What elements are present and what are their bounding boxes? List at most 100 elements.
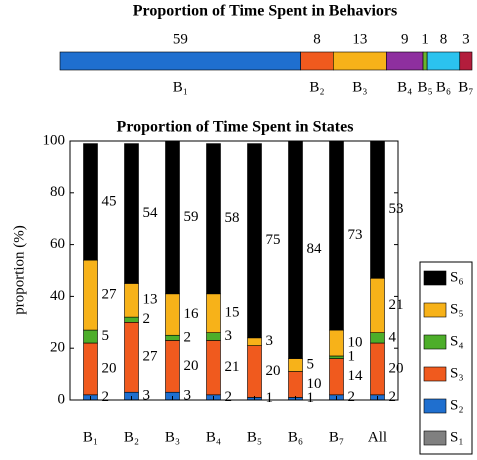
legend-label: S₁ (450, 429, 464, 445)
category-label: B₂ (309, 79, 324, 95)
category-label: B₃ (352, 79, 367, 95)
state-segment (165, 334, 180, 341)
value-label: 5 (307, 356, 315, 372)
x-tick-label: B₂ (124, 429, 139, 445)
states-title: Proportion of Time Spent in States (117, 119, 354, 136)
state-segment (247, 337, 262, 346)
value-label: 2 (143, 311, 151, 327)
y-tick-label: 40 (50, 288, 65, 304)
legend-swatch (423, 366, 447, 382)
value-label: 2 (348, 389, 356, 405)
x-tick-label: B₁ (83, 429, 98, 445)
value-label: 20 (389, 360, 404, 376)
value-label: 3 (225, 328, 233, 344)
value-label: 8 (313, 31, 321, 47)
x-tick-label: B₃ (165, 429, 180, 445)
legend-label: S₃ (450, 365, 464, 381)
state-segment (83, 329, 98, 344)
y-tick-label: 0 (58, 391, 66, 407)
state-segment (329, 355, 344, 359)
legend-swatch (423, 302, 447, 318)
y-axis-label: proportion (%) (11, 225, 27, 315)
legend-label: S₄ (450, 333, 464, 349)
value-label: 53 (389, 201, 404, 217)
category-label: B₇ (458, 79, 473, 95)
state-segment (370, 277, 385, 333)
state-segment (288, 140, 303, 359)
value-label: 73 (348, 227, 363, 243)
behavior-segment (333, 51, 387, 71)
legend-swatch (423, 398, 447, 414)
state-segment (206, 293, 221, 333)
value-label: 10 (348, 334, 363, 350)
legend-swatch (423, 334, 447, 350)
y-tick-label: 20 (50, 340, 65, 356)
state-segment (247, 345, 262, 398)
state-segment (124, 283, 139, 318)
x-tick-label: B₅ (247, 429, 262, 445)
value-label: 59 (184, 209, 199, 225)
state-segment (329, 329, 344, 357)
category-label: B₁ (173, 79, 188, 95)
value-label: 2 (102, 389, 110, 405)
value-label: 20 (184, 358, 199, 374)
value-label: 1 (266, 390, 274, 406)
value-label: 1 (348, 349, 356, 365)
value-label: 8 (440, 31, 448, 47)
state-segment (124, 143, 139, 284)
value-label: 3 (143, 388, 151, 404)
state-segment (83, 342, 98, 396)
value-label: 10 (307, 376, 322, 392)
value-label: 75 (266, 232, 281, 248)
y-tick-label: 80 (50, 184, 65, 200)
state-segment (288, 371, 303, 398)
legend-swatch (423, 270, 447, 286)
state-segment (370, 332, 385, 344)
value-label: 16 (184, 306, 200, 322)
behavior-segment (59, 51, 301, 71)
value-label: 3 (266, 333, 274, 349)
state-segment (124, 321, 139, 393)
category-label: B₆ (436, 79, 451, 95)
value-label: 27 (102, 287, 118, 303)
value-label: 84 (307, 241, 323, 257)
value-label: 2 (389, 389, 397, 405)
legend-label: S₆ (450, 269, 464, 285)
value-label: 3 (462, 31, 470, 47)
x-tick-label: B₄ (206, 429, 221, 445)
behavior-segment (459, 51, 473, 71)
legend-label: S₂ (450, 397, 464, 413)
legend-box (419, 261, 473, 455)
value-label: 5 (102, 328, 110, 344)
x-tick-label: B₇ (329, 429, 344, 445)
category-label: B₄ (397, 79, 412, 95)
x-tick-label: All (368, 429, 387, 445)
value-label: 54 (143, 205, 159, 221)
value-label: 20 (102, 360, 117, 376)
value-label: 20 (266, 363, 281, 379)
value-label: 14 (348, 368, 364, 384)
value-label: 2 (225, 389, 233, 405)
state-segment (329, 140, 344, 331)
category-label: B₅ (417, 79, 432, 95)
behavior-segment (386, 51, 424, 71)
legend-label: S₅ (450, 301, 464, 317)
y-tick-label: 60 (50, 236, 65, 252)
behavior-segment (422, 51, 428, 71)
value-label: 21 (389, 297, 404, 313)
state-segment (370, 342, 385, 396)
plot-frame (69, 140, 399, 401)
state-segment (288, 358, 303, 372)
y-tick-label: 100 (43, 132, 66, 148)
value-label: 3 (184, 388, 192, 404)
value-label: 15 (225, 305, 240, 321)
value-label: 45 (102, 193, 117, 209)
value-label: 4 (389, 329, 397, 345)
value-label: 27 (143, 349, 159, 365)
value-label: 21 (225, 359, 240, 375)
value-label: 9 (401, 31, 409, 47)
value-label: 1 (307, 390, 315, 406)
legend-swatch (423, 430, 447, 446)
state-segment (165, 340, 180, 393)
